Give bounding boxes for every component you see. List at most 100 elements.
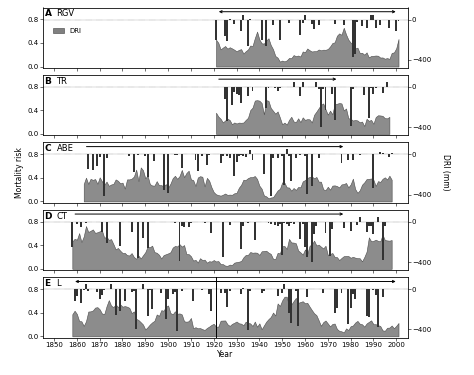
Bar	[247, 87, 249, 96]
Bar	[368, 290, 370, 317]
Bar	[283, 284, 285, 290]
Bar	[236, 87, 237, 94]
Bar	[151, 290, 153, 309]
Bar	[311, 222, 313, 262]
Bar	[146, 222, 148, 248]
Bar	[222, 222, 224, 256]
Bar	[119, 290, 121, 311]
Bar	[233, 154, 235, 176]
Bar	[208, 290, 210, 294]
Bar	[238, 154, 240, 156]
Bar	[334, 290, 336, 313]
Bar	[172, 290, 173, 294]
Bar	[224, 87, 226, 99]
Bar	[388, 20, 391, 27]
Bar	[133, 290, 135, 291]
Bar	[343, 20, 345, 25]
Bar	[279, 20, 281, 40]
Bar	[96, 154, 99, 166]
Bar	[291, 290, 292, 323]
Bar	[81, 222, 82, 227]
Bar	[73, 290, 75, 300]
Bar	[373, 87, 374, 94]
Bar	[247, 222, 249, 223]
Bar	[192, 290, 194, 301]
Bar	[149, 290, 151, 291]
Bar	[267, 87, 269, 88]
Bar	[373, 222, 374, 234]
Bar	[99, 290, 100, 299]
Bar	[350, 87, 352, 126]
Text: L: L	[56, 279, 61, 288]
Bar	[356, 222, 358, 225]
Bar	[229, 222, 231, 225]
Bar	[183, 222, 185, 226]
Bar	[101, 222, 103, 232]
Bar	[272, 154, 274, 159]
Bar	[295, 290, 297, 291]
Bar	[359, 217, 361, 222]
Bar	[181, 290, 183, 291]
Bar	[306, 290, 308, 297]
Bar	[281, 154, 283, 156]
Bar	[306, 222, 308, 257]
Bar	[265, 20, 267, 46]
Bar	[334, 87, 336, 120]
Bar	[197, 154, 199, 171]
Bar	[272, 20, 274, 26]
Bar	[131, 290, 133, 292]
Bar	[267, 222, 269, 223]
Bar	[215, 20, 217, 40]
Bar	[286, 222, 288, 224]
Bar	[72, 222, 73, 248]
Bar	[252, 154, 254, 159]
Bar	[279, 222, 281, 224]
Bar	[352, 154, 354, 160]
Bar	[279, 87, 281, 88]
Bar	[208, 154, 210, 156]
Bar	[167, 290, 169, 299]
Bar	[201, 154, 203, 156]
Bar	[174, 290, 176, 292]
X-axis label: Year: Year	[217, 351, 233, 360]
Bar	[388, 154, 391, 157]
Y-axis label: Mortality risk: Mortality risk	[16, 147, 25, 198]
Bar	[277, 87, 279, 91]
Bar	[160, 290, 162, 293]
Bar	[382, 222, 383, 260]
Text: CT: CT	[56, 211, 67, 220]
Bar	[101, 290, 103, 295]
Bar	[252, 87, 254, 91]
Bar	[76, 222, 78, 224]
Bar	[227, 154, 228, 156]
Bar	[76, 290, 78, 296]
Bar	[106, 222, 108, 243]
Bar	[379, 20, 381, 24]
Bar	[325, 222, 327, 233]
Bar	[210, 222, 212, 233]
Text: RGV: RGV	[56, 9, 74, 18]
Bar	[292, 82, 294, 87]
Bar	[103, 154, 105, 196]
Bar	[131, 222, 133, 232]
Bar	[340, 154, 342, 163]
Bar	[300, 87, 301, 96]
Bar	[106, 154, 108, 159]
Bar	[395, 20, 397, 30]
Bar	[377, 290, 379, 327]
Bar	[233, 87, 235, 92]
Bar	[291, 222, 292, 223]
Bar	[373, 15, 374, 20]
Bar	[318, 154, 319, 158]
Bar	[270, 154, 272, 196]
Bar	[302, 20, 304, 23]
Bar	[318, 87, 319, 89]
Bar	[229, 154, 231, 158]
Bar	[249, 290, 251, 291]
Bar	[331, 222, 333, 229]
Bar	[190, 222, 192, 223]
Bar	[373, 154, 374, 188]
Bar	[224, 290, 226, 293]
Bar	[304, 222, 306, 248]
Bar	[365, 290, 367, 316]
